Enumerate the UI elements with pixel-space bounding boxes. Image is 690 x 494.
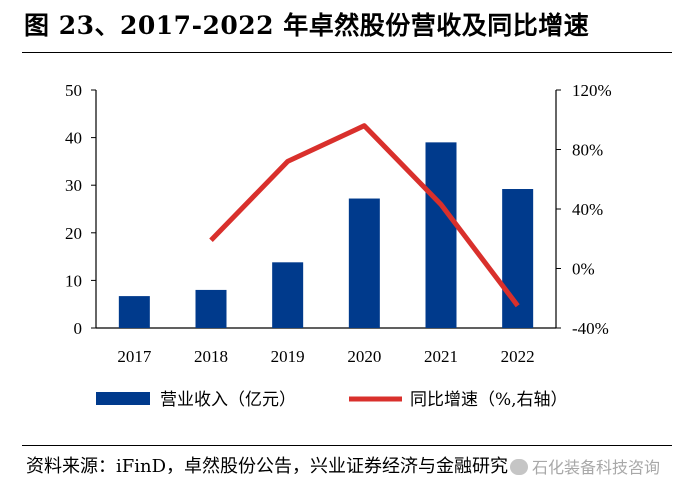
- x-tick-label: 2018: [194, 347, 228, 366]
- y-right-tick-label: 40%: [572, 200, 603, 219]
- y-right-tick-label: 80%: [572, 141, 603, 160]
- bar: [502, 189, 534, 328]
- source-rule: [22, 445, 672, 446]
- x-tick-label: 2020: [347, 347, 381, 366]
- x-tick-label: 2021: [424, 347, 458, 366]
- y-left-tick-label: 0: [74, 319, 83, 338]
- bar: [348, 198, 380, 328]
- x-tick-label: 2019: [271, 347, 305, 366]
- chart-title: 图 23、2017-2022 年卓然股份营收及同比增速: [24, 11, 590, 40]
- legend-bar-label: 营业收入（亿元）: [160, 390, 296, 410]
- source-note: 资料来源：iFinD，卓然股份公告，兴业证券经济与金融研究: [26, 456, 509, 477]
- bar: [425, 142, 457, 328]
- x-tick-label: 2017: [117, 347, 152, 366]
- title-rule: [22, 52, 672, 53]
- bar: [195, 289, 227, 328]
- y-left-tick-label: 40: [65, 129, 82, 148]
- x-tick-label: 2022: [501, 347, 535, 366]
- y-left-tick-label: 10: [65, 271, 82, 290]
- y-left-tick-label: 50: [65, 81, 82, 100]
- chart-canvas: 0 10 20 30 40 50 -40% 0% 40% 80% 120% 2017 2018 2019 2…: [65, 81, 612, 410]
- watermark: 石化装备科技咨询: [509, 454, 660, 478]
- bar: [118, 296, 150, 328]
- bar: [272, 262, 304, 328]
- wechat-icon: [509, 459, 528, 475]
- y-right-tick-label: -40%: [572, 319, 609, 338]
- watermark-text: 石化装备科技咨询: [531, 458, 660, 477]
- y-left-tick-label: 30: [65, 176, 82, 195]
- growth-line: [209, 123, 520, 308]
- legend-line-label: 同比增速（%,右轴）: [410, 390, 568, 410]
- legend-bar-swatch: [96, 392, 150, 405]
- y-right-tick-label: 120%: [572, 81, 612, 100]
- y-right-tick-label: 0%: [572, 260, 595, 279]
- y-left-tick-label: 20: [65, 224, 82, 243]
